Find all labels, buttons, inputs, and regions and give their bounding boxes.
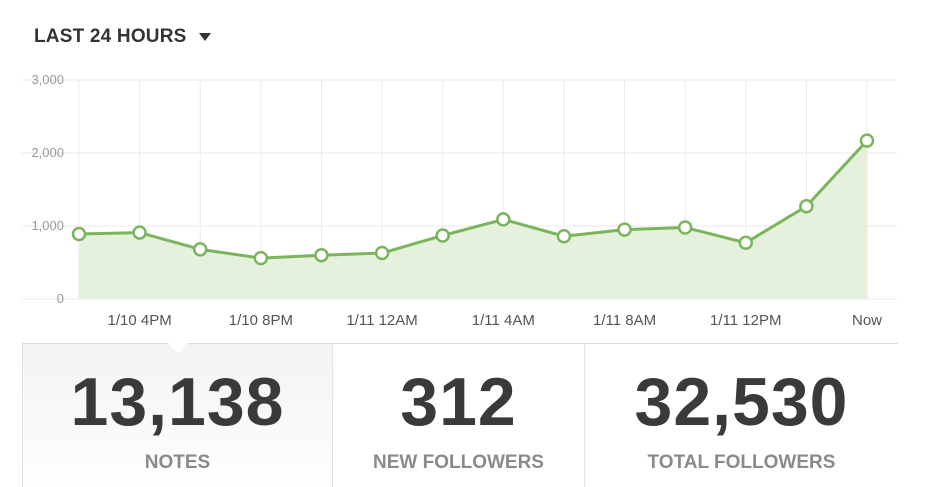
x-tick-label: 1/11 4AM [472, 312, 535, 329]
stat-value: 13,138 [70, 364, 285, 440]
active-pointer-icon [167, 343, 188, 353]
x-tick-label: 1/11 12AM [346, 312, 417, 329]
x-tick-label: 1/10 4PM [108, 312, 172, 329]
x-tick-label: Now [852, 312, 882, 329]
y-tick-label: 3,000 [31, 72, 64, 87]
data-point [556, 228, 572, 244]
x-tick-label: 1/10 8PM [229, 312, 293, 329]
data-point [738, 235, 754, 251]
data-point [496, 212, 511, 227]
stat-new-followers[interactable]: 312 NEW FOLLOWERS [333, 344, 585, 487]
data-point [192, 242, 208, 257]
data-point [132, 225, 147, 240]
x-tick-label: 1/11 8AM [593, 312, 656, 329]
data-point [617, 222, 632, 237]
data-point [859, 133, 875, 148]
x-tick-label: 1/11 12PM [710, 312, 781, 329]
time-range-label: LAST 24 HOURS [34, 26, 187, 47]
data-point [253, 250, 269, 266]
stat-value: 312 [400, 364, 517, 440]
y-tick-label: 0 [57, 291, 64, 306]
stats-row: 13,138 NOTES 312 NEW FOLLOWERS 32,530 TO… [22, 343, 898, 487]
series-area [79, 140, 867, 299]
stat-total-followers[interactable]: 32,530 TOTAL FOLLOWERS [585, 344, 898, 487]
activity-chart: 0 1,000 2,000 3,000 1/10 4PM 1/10 8PM 1/11 12A… [22, 72, 897, 329]
data-point [314, 247, 329, 263]
stat-label: NOTES [144, 452, 211, 473]
data-point [799, 199, 814, 214]
y-tick-label: 1,000 [31, 218, 64, 233]
stat-label: TOTAL FOLLOWERS [647, 452, 836, 473]
data-point [374, 245, 390, 261]
data-point [435, 228, 450, 243]
data-point [71, 226, 87, 242]
stat-label: NEW FOLLOWERS [373, 452, 544, 473]
time-range-dropdown[interactable]: LAST 24 HOURS [34, 26, 211, 48]
data-point [677, 220, 693, 235]
y-tick-label: 2,000 [31, 145, 64, 160]
caret-down-icon [198, 33, 211, 41]
stat-value: 32,530 [634, 364, 849, 440]
series-line [78, 139, 869, 260]
stat-notes[interactable]: 13,138 NOTES [22, 343, 333, 487]
